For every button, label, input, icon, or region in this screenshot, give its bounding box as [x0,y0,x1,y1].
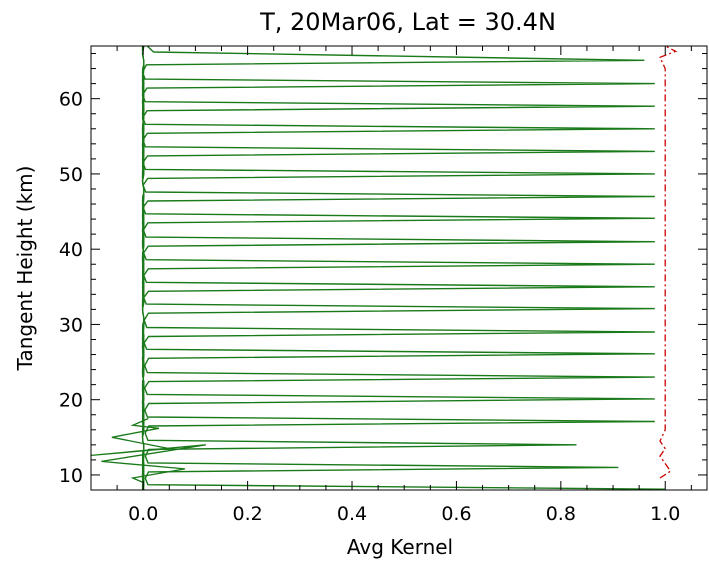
y-tick-label: 60 [59,89,83,111]
y-tick-label: 30 [59,314,83,336]
x-tick-label: 0.4 [337,503,367,525]
plot-area [91,46,678,490]
series-line-low-kernels [91,417,206,484]
x-tick-label: 0.8 [546,503,576,525]
y-axis-label: Tangent Height (km) [13,166,37,372]
plot-frame [90,45,708,491]
series-line-kernel-cluster [141,46,145,490]
x-tick-label: 0.0 [128,503,158,525]
y-tick-label: 10 [59,465,83,487]
x-tick-label: 0.6 [441,503,471,525]
chart-title: T, 20Mar06, Lat = 30.4N [259,8,556,36]
y-tick-label: 40 [59,239,83,261]
x-axis-label: Avg Kernel [347,535,453,559]
series-line-kernels [141,46,666,490]
y-tick-label: 50 [59,164,83,186]
series-group [91,46,678,490]
axes: 0.0 0.2 0.4 0.6 0.8 1.0 10 20 30 40 50 60 [59,45,708,525]
y-tick-label: 20 [59,390,83,412]
x-tick-label: 0.2 [233,503,263,525]
series-line-reference [659,46,678,479]
x-tick-label: 1.0 [650,503,680,525]
